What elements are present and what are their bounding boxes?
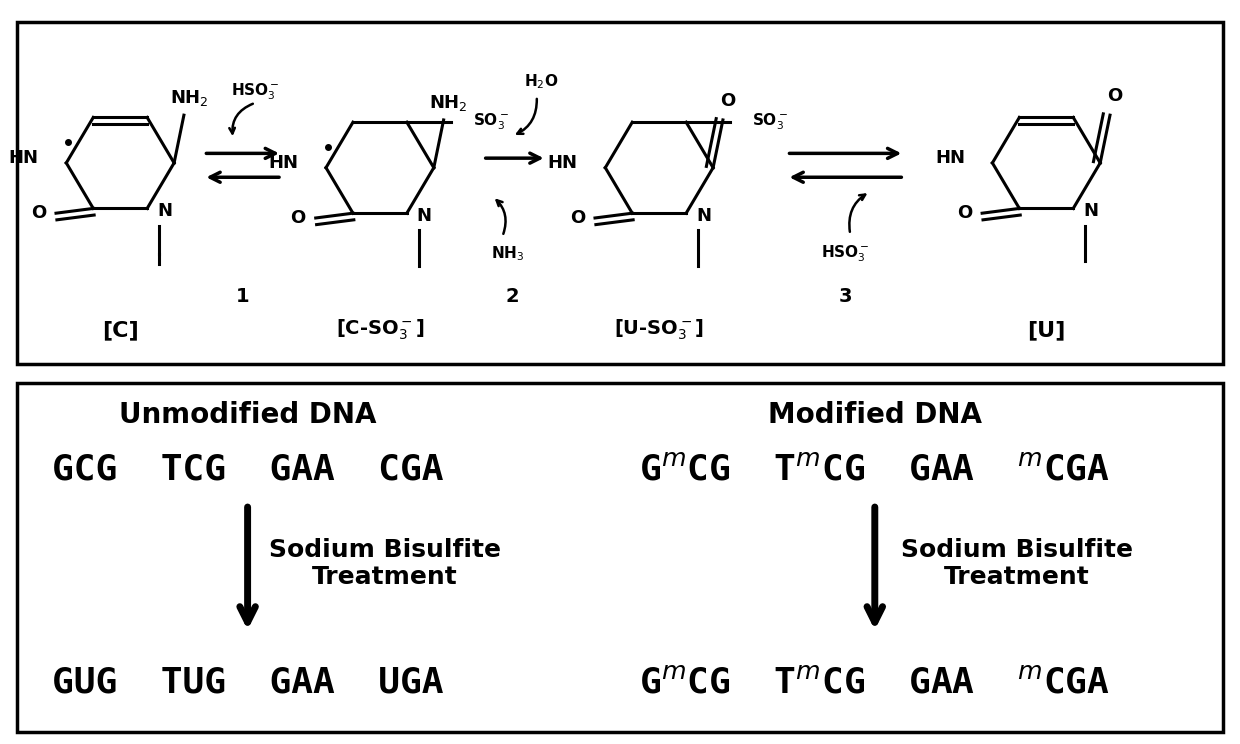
Text: SO$_3^-$: SO$_3^-$ <box>472 112 508 132</box>
Text: GCG  TCG  GAA  CGA: GCG TCG GAA CGA <box>52 452 444 487</box>
Text: GUG  TUG  GAA  UGA: GUG TUG GAA UGA <box>52 665 444 699</box>
Text: N: N <box>1083 202 1099 220</box>
Text: HSO$_3^-$: HSO$_3^-$ <box>821 243 869 264</box>
Text: Sodium Bisulfite
Treatment: Sodium Bisulfite Treatment <box>901 538 1133 589</box>
Text: O: O <box>1107 87 1122 105</box>
Text: O: O <box>957 204 972 222</box>
Text: HSO$_3^-$: HSO$_3^-$ <box>231 81 280 101</box>
Text: [U-SO$_3^-$]: [U-SO$_3^-$] <box>614 318 704 342</box>
FancyBboxPatch shape <box>17 382 1223 731</box>
Text: H$_2$O: H$_2$O <box>525 72 559 91</box>
Text: 2: 2 <box>506 287 520 306</box>
Text: Unmodified DNA: Unmodified DNA <box>119 401 377 429</box>
Text: O: O <box>31 204 46 222</box>
Text: O: O <box>569 209 585 227</box>
Text: N: N <box>157 202 172 220</box>
Text: HN: HN <box>935 149 965 167</box>
Text: Modified DNA: Modified DNA <box>768 401 982 429</box>
Text: HN: HN <box>269 154 299 172</box>
Text: NH$_2$: NH$_2$ <box>429 93 467 113</box>
Text: HN: HN <box>9 149 38 167</box>
Text: [U]: [U] <box>1027 320 1065 340</box>
Text: NH$_3$: NH$_3$ <box>491 244 523 263</box>
Text: SO$_3^-$: SO$_3^-$ <box>751 112 787 132</box>
Text: [C-SO$_3^-$]: [C-SO$_3^-$] <box>336 318 424 342</box>
Text: N: N <box>417 207 432 225</box>
Text: 1: 1 <box>236 287 249 306</box>
Text: O: O <box>290 209 306 227</box>
Text: G$^m$CG  T$^m$CG  GAA  $^m$CGA: G$^m$CG T$^m$CG GAA $^m$CGA <box>640 665 1110 699</box>
Text: N: N <box>696 207 711 225</box>
Text: G$^m$CG  T$^m$CG  GAA  $^m$CGA: G$^m$CG T$^m$CG GAA $^m$CGA <box>640 452 1110 487</box>
FancyBboxPatch shape <box>17 22 1223 364</box>
Text: NH$_2$: NH$_2$ <box>170 88 208 108</box>
Text: 3: 3 <box>838 287 852 306</box>
Text: HN: HN <box>548 154 578 172</box>
Text: O: O <box>720 92 735 110</box>
Text: [C]: [C] <box>102 320 139 340</box>
Text: Sodium Bisulfite
Treatment: Sodium Bisulfite Treatment <box>269 538 501 589</box>
